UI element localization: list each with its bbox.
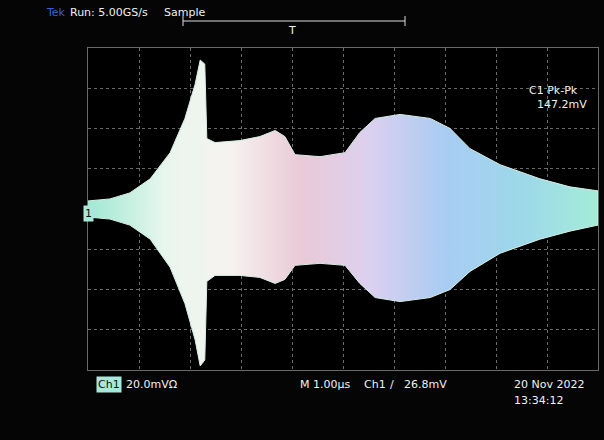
svg-text:Ch1: Ch1	[364, 378, 386, 391]
svg-text:M 1.00µs: M 1.00µs	[300, 378, 350, 391]
svg-text:147.2mV: 147.2mV	[537, 98, 587, 111]
svg-text:26.8mV: 26.8mV	[404, 378, 447, 391]
svg-text:Run: 5.00GS/s: Run: 5.00GS/s	[70, 6, 148, 19]
svg-text:20 Nov 2022: 20 Nov 2022	[514, 378, 584, 391]
svg-text:20.0mVΩ: 20.0mVΩ	[126, 378, 177, 391]
svg-text:/: /	[390, 378, 394, 391]
svg-text:Ch1: Ch1	[98, 378, 120, 391]
svg-text:T: T	[288, 24, 296, 37]
svg-text:13:34:12: 13:34:12	[514, 394, 563, 407]
svg-text:1: 1	[85, 207, 92, 220]
svg-text:C1 Pk-Pk: C1 Pk-Pk	[529, 84, 578, 97]
svg-text:Sample: Sample	[164, 6, 205, 19]
svg-text:Tek: Tek	[46, 6, 66, 19]
